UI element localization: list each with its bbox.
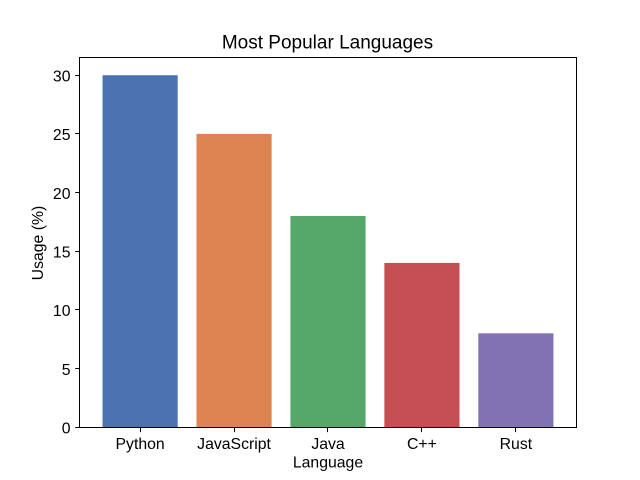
svg-text:Most Popular Languages: Most Popular Languages — [222, 33, 433, 54]
svg-text:Python: Python — [116, 436, 165, 453]
svg-text:C++: C++ — [407, 436, 437, 453]
svg-text:20: 20 — [53, 186, 71, 203]
svg-text:15: 15 — [53, 245, 71, 262]
svg-text:Rust: Rust — [500, 436, 533, 453]
svg-text:0: 0 — [62, 421, 71, 438]
svg-text:Language: Language — [293, 454, 363, 471]
svg-text:JavaScript: JavaScript — [197, 436, 271, 453]
svg-text:25: 25 — [53, 127, 71, 144]
svg-text:Java: Java — [311, 436, 345, 453]
svg-text:10: 10 — [53, 303, 71, 320]
svg-text:30: 30 — [53, 69, 71, 86]
svg-text:Usage (%): Usage (%) — [30, 206, 47, 281]
svg-text:5: 5 — [62, 362, 71, 379]
